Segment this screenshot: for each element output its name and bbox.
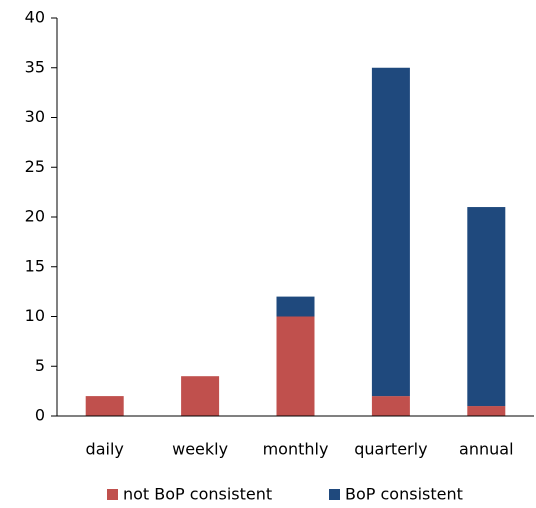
x-tick-label: annual bbox=[459, 440, 513, 459]
x-tick-label: monthly bbox=[263, 440, 329, 459]
x-tick-label: quarterly bbox=[354, 440, 427, 459]
bar bbox=[181, 376, 220, 416]
bar bbox=[467, 406, 506, 416]
bar bbox=[467, 207, 506, 407]
y-tick-label: 30 bbox=[25, 107, 45, 126]
bar bbox=[85, 396, 124, 416]
y-tick-label: 25 bbox=[25, 157, 45, 176]
legend-label: BoP consistent bbox=[345, 485, 463, 504]
legend-swatch bbox=[107, 489, 118, 500]
legend-label: not BoP consistent bbox=[123, 485, 272, 504]
legend-swatch bbox=[329, 489, 340, 500]
y-tick-label: 10 bbox=[25, 306, 45, 325]
y-tick-label: 20 bbox=[25, 207, 45, 226]
x-tick-label: daily bbox=[86, 440, 124, 459]
y-tick-label: 40 bbox=[25, 8, 45, 27]
y-tick-label: 5 bbox=[35, 356, 45, 375]
y-tick-label: 15 bbox=[25, 256, 45, 275]
y-tick-label: 35 bbox=[25, 57, 45, 76]
bar bbox=[276, 316, 315, 416]
bar bbox=[276, 296, 315, 317]
y-tick-label: 0 bbox=[35, 406, 45, 425]
x-tick-label: weekly bbox=[172, 440, 228, 459]
bar bbox=[371, 67, 410, 397]
bar bbox=[371, 396, 410, 416]
